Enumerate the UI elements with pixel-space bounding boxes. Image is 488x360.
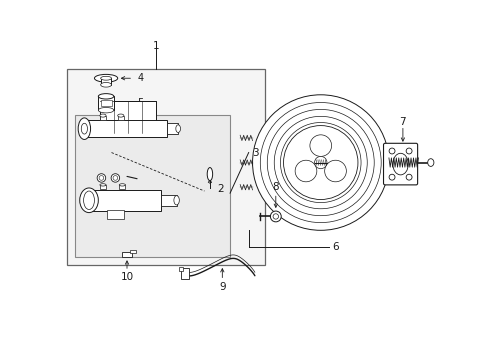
Circle shape xyxy=(252,95,388,230)
Circle shape xyxy=(314,156,326,169)
Bar xyxy=(119,185,125,189)
FancyBboxPatch shape xyxy=(383,143,417,185)
Bar xyxy=(107,210,123,219)
Text: 1: 1 xyxy=(153,41,159,51)
Circle shape xyxy=(388,174,394,180)
Circle shape xyxy=(272,214,278,219)
Ellipse shape xyxy=(176,125,180,132)
Circle shape xyxy=(295,160,316,182)
Bar xyxy=(100,101,155,133)
Circle shape xyxy=(99,176,103,180)
Ellipse shape xyxy=(100,184,106,186)
Bar xyxy=(75,115,230,257)
Text: 7: 7 xyxy=(399,117,406,127)
Circle shape xyxy=(97,174,105,182)
Ellipse shape xyxy=(101,76,111,80)
Bar xyxy=(101,100,111,106)
Ellipse shape xyxy=(174,195,179,205)
Ellipse shape xyxy=(94,75,118,82)
Circle shape xyxy=(406,174,411,180)
Ellipse shape xyxy=(80,188,98,213)
Bar xyxy=(100,185,106,189)
Bar xyxy=(161,195,176,206)
Ellipse shape xyxy=(78,118,90,139)
Text: 9: 9 xyxy=(219,282,225,292)
Text: 2: 2 xyxy=(217,184,224,194)
Ellipse shape xyxy=(118,114,123,117)
Ellipse shape xyxy=(83,191,94,210)
Circle shape xyxy=(309,135,331,156)
Bar xyxy=(130,249,135,253)
Circle shape xyxy=(113,176,118,180)
Bar xyxy=(167,123,178,134)
Circle shape xyxy=(324,160,346,182)
Ellipse shape xyxy=(207,167,212,181)
Ellipse shape xyxy=(98,108,114,113)
Bar xyxy=(86,120,167,137)
Text: 3: 3 xyxy=(251,148,258,158)
Bar xyxy=(118,116,123,120)
Ellipse shape xyxy=(81,123,87,134)
Bar xyxy=(181,268,189,279)
Ellipse shape xyxy=(427,159,433,166)
Circle shape xyxy=(406,148,411,154)
Circle shape xyxy=(388,148,394,154)
Circle shape xyxy=(270,211,281,222)
Circle shape xyxy=(283,126,357,199)
Bar xyxy=(100,116,106,120)
Text: 8: 8 xyxy=(272,182,279,192)
Bar xyxy=(101,78,110,85)
Ellipse shape xyxy=(98,94,114,99)
Text: 5: 5 xyxy=(137,98,143,108)
Ellipse shape xyxy=(392,153,407,175)
Bar xyxy=(98,96,114,110)
Bar xyxy=(179,266,183,271)
Ellipse shape xyxy=(119,184,125,186)
Text: 10: 10 xyxy=(120,272,133,282)
Text: 6: 6 xyxy=(332,242,338,252)
Ellipse shape xyxy=(101,82,111,87)
Bar xyxy=(67,69,264,265)
Text: 4: 4 xyxy=(137,73,143,83)
Bar xyxy=(89,189,161,211)
Circle shape xyxy=(111,174,120,182)
Bar xyxy=(122,252,132,257)
Ellipse shape xyxy=(100,114,106,117)
